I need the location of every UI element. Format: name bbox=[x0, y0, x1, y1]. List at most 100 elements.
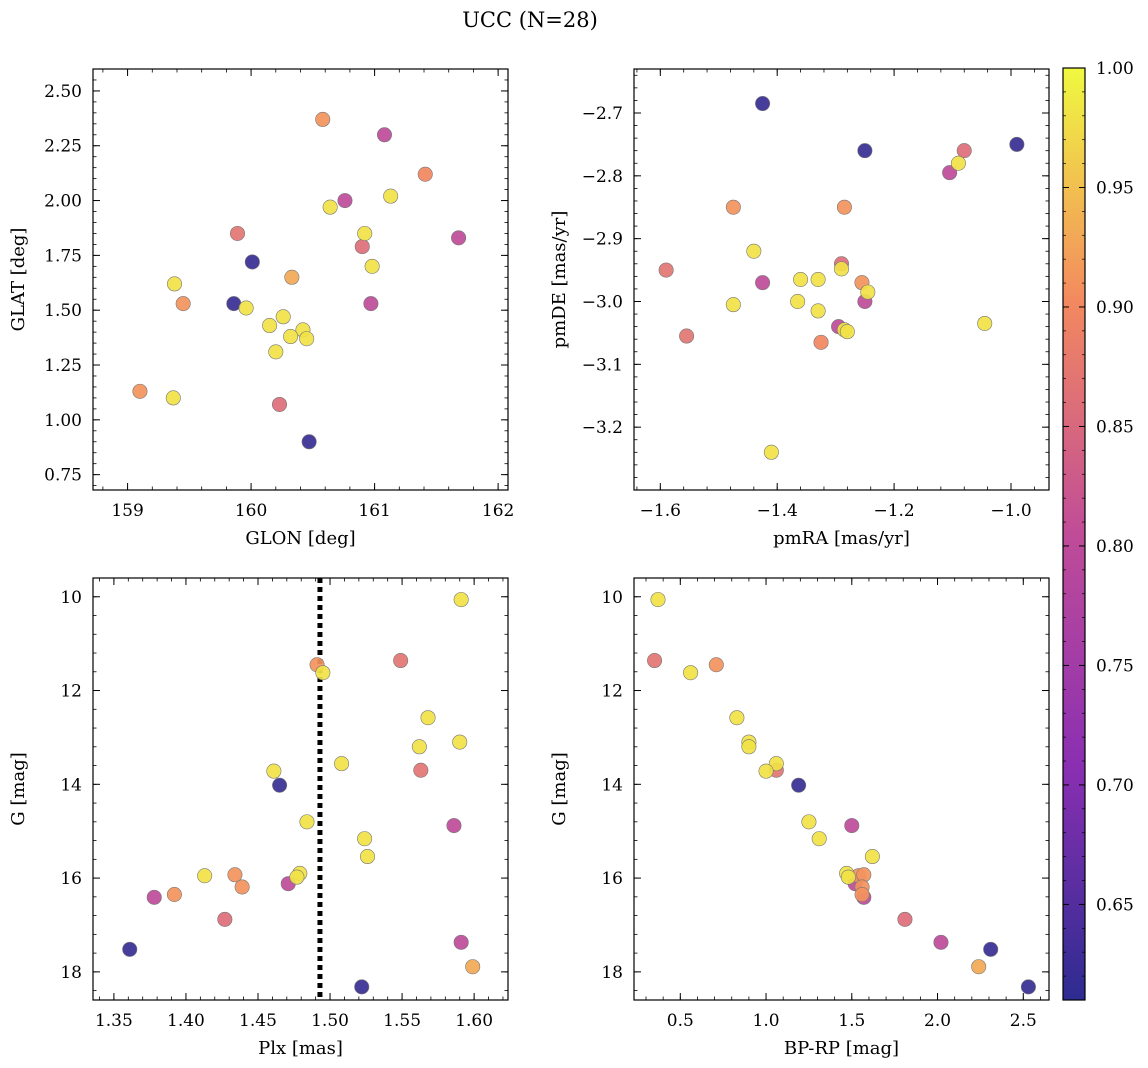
data-point bbox=[337, 193, 353, 209]
y-axis-label: GLAT [deg] bbox=[8, 228, 29, 332]
y-tick-label: −3.1 bbox=[582, 355, 623, 375]
data-point bbox=[650, 592, 666, 608]
data-point bbox=[755, 96, 771, 112]
data-point bbox=[839, 324, 855, 340]
colorbar-ticks: 0.65 0.70 0.75 0.80 0.85 0.90 0.95 1.00 bbox=[1063, 59, 1134, 1001]
data-point bbox=[363, 296, 379, 312]
data-point bbox=[854, 886, 870, 902]
data-point bbox=[844, 818, 860, 834]
colorbar-gradient bbox=[1062, 67, 1086, 1001]
colorbar: 0.65 0.70 0.75 0.80 0.85 0.90 0.95 1.00 bbox=[1062, 59, 1134, 1001]
data-point bbox=[268, 344, 284, 360]
data-point bbox=[165, 390, 181, 406]
x-tick-label: 0.5 bbox=[667, 1011, 694, 1031]
data-point bbox=[322, 199, 338, 215]
x-tick-label: 1.0 bbox=[753, 1011, 780, 1031]
x-axis-label: GLON [deg] bbox=[245, 528, 355, 549]
data-point bbox=[810, 271, 826, 287]
data-point bbox=[453, 934, 469, 950]
y-tick-label: 18 bbox=[60, 963, 82, 983]
colorbar-tick-label: 0.65 bbox=[1096, 895, 1134, 915]
x-tick-label: 1.55 bbox=[383, 1011, 421, 1031]
y-tick-label: 2.50 bbox=[44, 82, 82, 102]
data-point bbox=[725, 199, 741, 215]
y-tick-label: −3.0 bbox=[582, 292, 623, 312]
data-point bbox=[272, 396, 288, 412]
plot-area bbox=[93, 578, 508, 1000]
data-point bbox=[971, 959, 987, 975]
data-point bbox=[230, 225, 246, 241]
data-point bbox=[790, 293, 806, 309]
y-tick-label: 1.75 bbox=[44, 246, 82, 266]
data-point bbox=[801, 814, 817, 830]
plot-frame bbox=[633, 577, 1050, 1001]
x-tick-label: 160 bbox=[235, 501, 267, 521]
data-point bbox=[315, 665, 331, 681]
panel-bprp-g: 0.5 1.0 1.5 2.0 2.5 10 12 14 16 18 BP-RP [mag] G [m… bbox=[549, 577, 1050, 1059]
data-point bbox=[315, 111, 331, 127]
data-point bbox=[299, 814, 315, 830]
x-tick-label: 1.35 bbox=[95, 1011, 133, 1031]
data-point bbox=[977, 315, 993, 331]
colorbar-tick-label: 0.75 bbox=[1096, 656, 1134, 676]
data-point bbox=[658, 262, 674, 278]
data-point bbox=[983, 941, 999, 957]
data-point bbox=[376, 127, 392, 143]
x-tick-label: −1.4 bbox=[757, 501, 798, 521]
x-tick-label: 1.5 bbox=[838, 1011, 865, 1031]
x-axis-label: pmRA [mas/yr] bbox=[773, 528, 910, 549]
plot-area bbox=[93, 69, 508, 490]
y-axis-label: pmDE [mas/yr] bbox=[549, 211, 570, 349]
data-point bbox=[763, 444, 779, 460]
data-point bbox=[354, 979, 370, 995]
data-point bbox=[755, 275, 771, 291]
data-point bbox=[452, 734, 468, 750]
y-tick-label: 14 bbox=[60, 775, 82, 795]
x-axis-label: BP-RP [mag] bbox=[784, 1038, 899, 1059]
data-point bbox=[411, 739, 427, 755]
x-tick-label: 161 bbox=[358, 501, 390, 521]
data-point bbox=[334, 756, 350, 772]
data-point bbox=[465, 959, 481, 975]
y-tick-label: 12 bbox=[60, 682, 82, 702]
data-point bbox=[833, 261, 849, 277]
data-point bbox=[272, 777, 288, 793]
data-point bbox=[217, 911, 233, 927]
data-point bbox=[725, 297, 741, 313]
plot-frame bbox=[92, 577, 509, 1001]
plot-area bbox=[634, 578, 1049, 1000]
data-point bbox=[793, 271, 809, 287]
y-tick-label: 0.75 bbox=[44, 466, 82, 486]
data-point bbox=[284, 269, 300, 285]
data-point bbox=[234, 879, 250, 895]
panel-pmra-pmde: −1.6 −1.4 −1.2 −1.0 −3.2 −3.1 −3.0 −2.9 −2.8 −2.7… bbox=[549, 68, 1050, 549]
y-axis-label: G [mag] bbox=[549, 752, 570, 825]
colorbar-tick-label: 1.00 bbox=[1096, 59, 1134, 79]
panel-glon-glat: 159 160 161 162 0.75 1.00 1.25 1.50 1.75 2.00 2.25… bbox=[8, 68, 514, 549]
colorbar-tick-label: 0.80 bbox=[1096, 537, 1134, 557]
data-point bbox=[383, 188, 399, 204]
data-point bbox=[956, 143, 972, 159]
y-tick-label: 16 bbox=[601, 869, 623, 889]
data-point bbox=[364, 258, 380, 274]
data-point bbox=[791, 777, 807, 793]
data-point bbox=[197, 868, 213, 884]
data-point bbox=[446, 818, 462, 834]
x-tick-label: 1.60 bbox=[455, 1011, 493, 1031]
data-point bbox=[1009, 136, 1025, 152]
data-point bbox=[708, 657, 724, 673]
data-point bbox=[758, 763, 774, 779]
y-tick-label: −2.7 bbox=[582, 104, 623, 124]
data-point bbox=[360, 849, 376, 865]
y-tick-label: 2.00 bbox=[44, 192, 82, 212]
data-point bbox=[283, 329, 299, 345]
y-tick-label: −2.9 bbox=[582, 230, 623, 250]
data-point bbox=[413, 762, 429, 778]
colorbar-tick-label: 0.90 bbox=[1096, 298, 1134, 318]
x-tick-label: 1.50 bbox=[311, 1011, 349, 1031]
y-axis-label: G [mag] bbox=[8, 752, 29, 825]
data-point bbox=[132, 383, 148, 399]
data-point bbox=[417, 166, 433, 182]
x-tick-label: 159 bbox=[111, 501, 143, 521]
y-tick-label: −3.2 bbox=[582, 418, 623, 438]
